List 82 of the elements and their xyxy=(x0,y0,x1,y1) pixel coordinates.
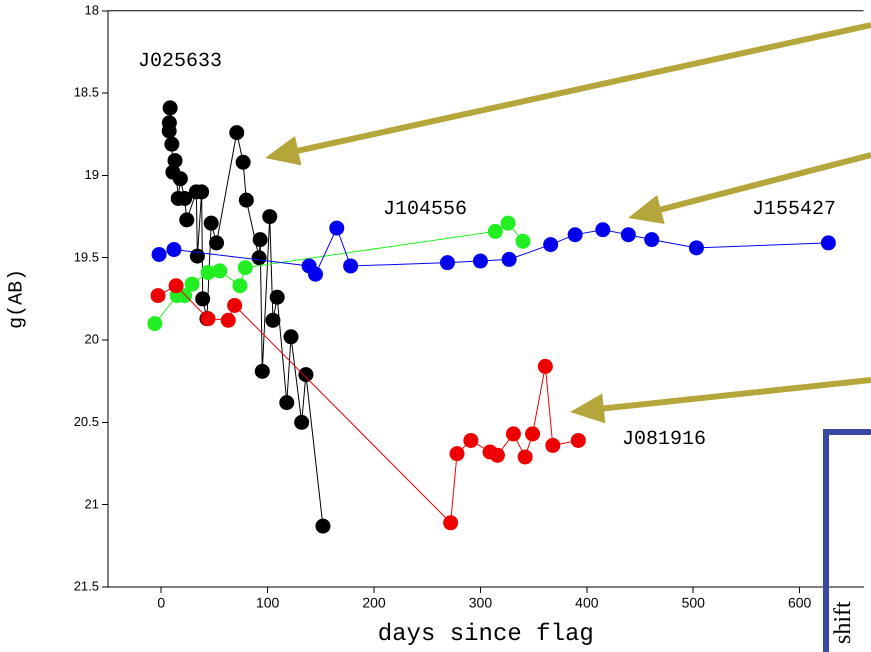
point xyxy=(450,446,465,462)
point xyxy=(150,288,166,304)
point xyxy=(184,276,200,292)
point xyxy=(252,232,268,248)
point xyxy=(644,232,660,248)
point xyxy=(279,395,294,410)
y-tick-label: 20.5 xyxy=(74,414,99,429)
point xyxy=(518,449,533,464)
y-tick-label: 18 xyxy=(84,2,99,18)
point xyxy=(343,258,358,274)
point xyxy=(204,216,219,231)
point xyxy=(315,518,330,534)
point xyxy=(472,254,488,269)
text: shift xyxy=(830,601,857,644)
annotation: J025633 xyxy=(138,50,222,74)
point xyxy=(284,329,299,344)
point xyxy=(209,235,224,250)
point xyxy=(236,154,251,170)
point xyxy=(525,426,540,442)
point xyxy=(538,358,553,374)
point xyxy=(440,255,455,270)
point xyxy=(190,248,205,264)
point xyxy=(463,432,478,448)
point xyxy=(270,290,285,305)
point xyxy=(490,448,505,463)
point xyxy=(500,216,516,231)
point xyxy=(229,125,244,140)
x-tick-label: 200 xyxy=(362,594,386,610)
point xyxy=(238,192,254,208)
point xyxy=(502,252,517,267)
point xyxy=(262,209,278,224)
point xyxy=(147,316,162,332)
point xyxy=(168,153,183,168)
point xyxy=(195,291,210,306)
point xyxy=(443,515,458,530)
point xyxy=(179,212,194,228)
point xyxy=(238,260,253,276)
point xyxy=(162,100,178,116)
point xyxy=(543,237,558,252)
point xyxy=(168,278,184,294)
point xyxy=(164,136,180,152)
x-axis-title: days since flag xyxy=(378,620,594,648)
x-tick-label: 400 xyxy=(575,594,599,610)
point xyxy=(515,234,530,249)
x-tick-label: 500 xyxy=(682,594,706,610)
y-tick-label: 21.5 xyxy=(74,578,99,594)
point xyxy=(488,224,503,239)
point xyxy=(172,171,188,186)
point xyxy=(212,263,228,278)
annotation: J155427 xyxy=(752,198,836,222)
point xyxy=(232,278,248,294)
point xyxy=(220,312,236,328)
point xyxy=(265,312,280,328)
y-tick-label: 19.5 xyxy=(74,249,99,264)
y-tick-label: 21 xyxy=(84,496,99,512)
y-axis-title: g(AB) xyxy=(5,268,28,329)
point xyxy=(227,298,242,313)
point xyxy=(820,235,836,250)
point xyxy=(506,426,521,442)
x-tick-label: 300 xyxy=(468,594,492,610)
point xyxy=(620,227,636,242)
point xyxy=(166,242,182,258)
x-tick-label: 100 xyxy=(256,594,280,610)
point xyxy=(568,227,583,242)
point xyxy=(595,222,610,238)
point xyxy=(545,438,560,453)
point xyxy=(252,250,267,266)
annotation: J081916 xyxy=(622,428,706,452)
point xyxy=(152,246,167,262)
y-tick-label: 20 xyxy=(84,332,99,347)
y-tick-label: 19 xyxy=(84,167,99,182)
point xyxy=(254,364,270,379)
point xyxy=(329,220,344,236)
x-tick-label: 0 xyxy=(157,594,166,610)
point xyxy=(688,240,704,256)
x-tick-label: 600 xyxy=(788,594,812,610)
annotation: J104556 xyxy=(383,198,468,222)
y-tick-label: 18.5 xyxy=(74,84,99,100)
point xyxy=(294,414,310,430)
point xyxy=(308,266,323,282)
point xyxy=(570,432,586,448)
point xyxy=(298,367,314,382)
